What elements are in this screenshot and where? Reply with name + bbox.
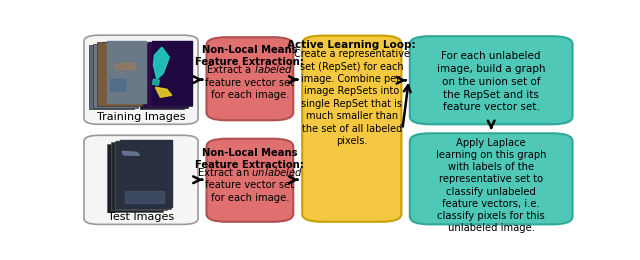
Text: Create a representative
set (RepSet) for each
image. Combine per-
image RepSets : Create a representative set (RepSet) for… (294, 49, 410, 146)
FancyBboxPatch shape (207, 139, 293, 222)
Polygon shape (122, 151, 140, 155)
Polygon shape (116, 141, 168, 208)
FancyBboxPatch shape (115, 140, 171, 209)
FancyBboxPatch shape (140, 45, 184, 109)
Text: For each unlabeled
image, build a graph
on the union set of
the RepSet and its
f: For each unlabeled image, build a graph … (437, 51, 545, 112)
Polygon shape (120, 140, 172, 207)
FancyBboxPatch shape (97, 42, 141, 106)
FancyBboxPatch shape (111, 142, 167, 210)
FancyBboxPatch shape (84, 135, 198, 224)
Polygon shape (148, 42, 188, 106)
FancyBboxPatch shape (410, 36, 573, 124)
FancyBboxPatch shape (410, 133, 573, 224)
Polygon shape (110, 79, 125, 91)
Text: Training Images: Training Images (97, 112, 185, 122)
Text: Extract a $\it{labeled}$
feature vector set
for each image.: Extract a $\it{labeled}$ feature vector … (205, 63, 294, 100)
Polygon shape (99, 43, 138, 105)
FancyBboxPatch shape (89, 45, 134, 109)
Text: Active Learning Loop:: Active Learning Loop: (287, 40, 416, 50)
FancyBboxPatch shape (84, 35, 198, 124)
Text: Test Images: Test Images (108, 212, 174, 222)
FancyBboxPatch shape (143, 44, 188, 108)
Polygon shape (152, 79, 159, 85)
Polygon shape (107, 41, 147, 103)
FancyBboxPatch shape (302, 36, 401, 222)
Text: Apply Laplace
learning on this graph
with labels of the
representative set to
cl: Apply Laplace learning on this graph wit… (436, 138, 547, 233)
Polygon shape (154, 47, 169, 79)
FancyBboxPatch shape (108, 144, 163, 212)
Polygon shape (152, 41, 192, 105)
Text: Non-Local Means
Feature Extraction:: Non-Local Means Feature Extraction: (195, 45, 304, 67)
Polygon shape (125, 191, 164, 203)
FancyBboxPatch shape (147, 42, 192, 106)
Polygon shape (156, 87, 172, 97)
FancyBboxPatch shape (93, 44, 138, 108)
FancyBboxPatch shape (207, 37, 293, 120)
Polygon shape (103, 42, 143, 104)
Polygon shape (115, 63, 134, 69)
Text: Non-Local Means
Feature Extraction:: Non-Local Means Feature Extraction: (195, 148, 304, 170)
Text: Extract an $\it{unlabeled}$
feature vector set
for each image.: Extract an $\it{unlabeled}$ feature vect… (197, 166, 303, 203)
